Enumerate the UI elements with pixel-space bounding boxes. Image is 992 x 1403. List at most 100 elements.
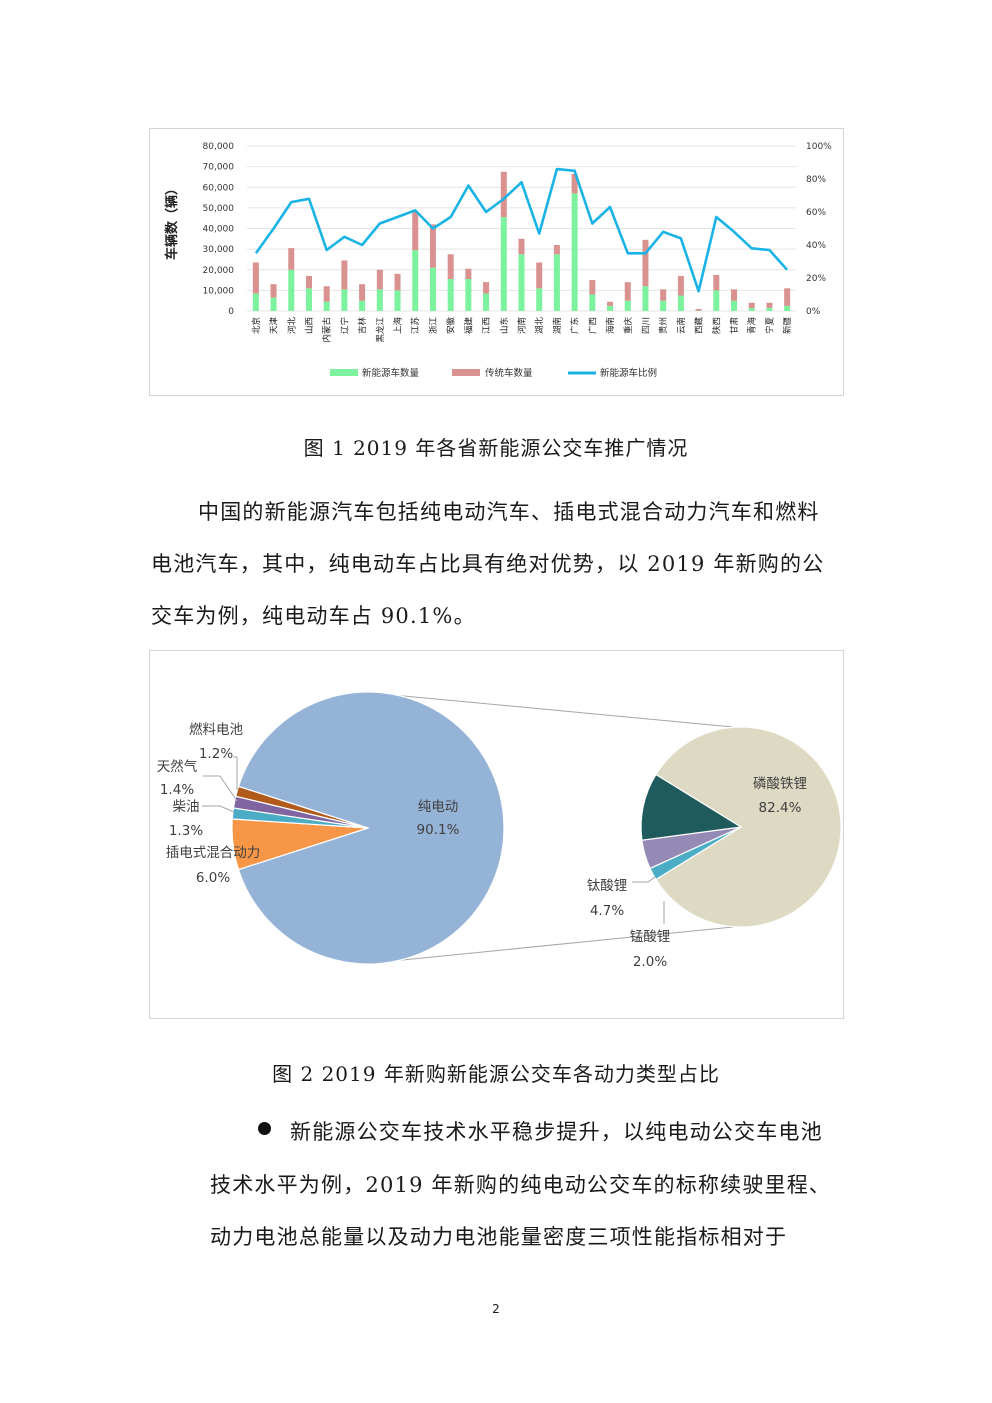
x-tick-label: 河南	[517, 317, 528, 334]
leader-fuel-cell	[233, 756, 238, 790]
left-tick-label: 40,000	[203, 225, 235, 235]
x-tick-label: 海南	[605, 317, 616, 334]
leader-diesel	[202, 805, 235, 813]
label-manganate: 锰酸锂	[630, 929, 671, 945]
bar-traditional	[429, 224, 436, 268]
bar-traditional	[624, 282, 631, 301]
bar-traditional	[483, 282, 490, 294]
right-tick-label: 40%	[806, 241, 826, 251]
bar-traditional	[766, 302, 773, 308]
bar-traditional	[447, 254, 454, 280]
x-tick-label: 甘肃	[729, 317, 740, 335]
bar-new-energy	[784, 305, 791, 311]
x-tick-label: 吉林	[357, 317, 368, 335]
left-tick-label: 20,000	[203, 266, 235, 276]
x-tick-label: 新疆	[782, 317, 793, 335]
value-fuel-cell: 1.2%	[199, 746, 233, 762]
bar-traditional	[394, 273, 401, 291]
bar-new-energy	[341, 289, 348, 311]
label-natural-gas: 天然气	[157, 758, 198, 775]
label-diesel: 柴油	[173, 799, 200, 815]
figure1-chart: 车辆数（辆） 0 10,000 20,000 30,000 40,000 50,000 60…	[149, 128, 844, 396]
pie-slice-lfp	[655, 726, 842, 928]
left-tick-label: 10,000	[203, 286, 235, 296]
legend: 新能源车数量 传统车数量 新能源车比例	[330, 367, 657, 379]
bar-traditional	[252, 262, 259, 294]
bar-traditional	[323, 286, 330, 302]
paragraph1-line3: 交车为例，纯电动车占 90.1%。	[151, 604, 476, 628]
label-bev: 纯电动	[418, 799, 459, 815]
label-lfp: 磷酸铁锂	[753, 776, 807, 792]
x-tick-label: 浙江	[428, 317, 439, 335]
bar-new-energy	[465, 279, 472, 311]
right-tick-label: 60%	[806, 208, 826, 218]
label-fuel-cell: 燃料电池	[189, 721, 243, 738]
bar-new-energy	[376, 289, 383, 311]
bar-traditional	[500, 171, 507, 218]
left-tick-label: 80,000	[203, 142, 235, 152]
bar-traditional	[677, 275, 684, 296]
x-tick-label: 江西	[482, 317, 492, 334]
bar-new-energy	[660, 300, 667, 311]
x-tick-label: 辽宁	[339, 317, 350, 334]
value-phev: 6.0%	[196, 870, 230, 886]
bar-traditional	[412, 212, 419, 251]
bar-new-energy	[412, 250, 419, 311]
pie-slice-bev	[237, 691, 505, 965]
right-tick-label: 0%	[806, 307, 821, 317]
bar-new-energy	[713, 290, 720, 311]
x-tick-label: 山东	[499, 317, 510, 334]
x-tick-label: 云南	[676, 317, 687, 334]
bar-traditional	[518, 238, 525, 255]
bar-new-energy	[766, 307, 773, 311]
figure2-caption: 图 2 2019 年新购新能源公交车各动力类型占比	[272, 1062, 720, 1086]
bar-traditional	[376, 269, 383, 290]
bar-new-energy	[624, 300, 631, 311]
bar-traditional	[713, 274, 720, 291]
bar-traditional	[784, 288, 791, 306]
legend-swatch-new	[330, 369, 358, 376]
x-tick-label: 重庆	[623, 317, 634, 335]
value-diesel: 1.3%	[169, 823, 203, 839]
value-natural-gas: 1.4%	[160, 782, 194, 798]
bar-traditional	[305, 275, 312, 289]
bar-new-energy	[642, 286, 649, 311]
pie-slice-fuel-cell	[235, 785, 369, 829]
x-tick-label: 内蒙古	[322, 317, 333, 343]
legend-label-new: 新能源车数量	[362, 367, 420, 379]
bar-traditional	[660, 289, 667, 301]
bullet-line1: 新能源公交车技术水平稳步提升，以纯电动公交车电池	[290, 1120, 823, 1144]
bar-traditional	[270, 284, 277, 298]
bar-new-energy	[323, 301, 330, 311]
left-tick-label: 0	[228, 307, 234, 317]
x-tick-label: 黑龙江	[375, 317, 386, 343]
x-tick-label: 湖北	[535, 317, 545, 335]
bar-traditional	[748, 302, 755, 308]
bar-traditional	[465, 268, 472, 280]
bar-new-energy	[748, 307, 755, 311]
legend-swatch-trad	[452, 369, 480, 376]
bar-new-energy	[677, 295, 684, 311]
figure2-chart: 纯电动 90.1% 燃料电池 1.2% 天然气 1.4% 柴油 1.3% 插电式…	[149, 650, 844, 1019]
bar-traditional	[571, 173, 578, 194]
bar-new-energy	[270, 297, 277, 311]
x-tick-label: 西藏	[694, 317, 705, 335]
bar-new-energy	[288, 269, 295, 311]
right-tick-label: 100%	[806, 142, 832, 152]
bullet-line2: 技术水平为例，2019 年新购的纯电动公交车的标称续驶里程、	[210, 1173, 832, 1197]
bar-new-energy	[571, 193, 578, 311]
pie-leader-lines	[202, 756, 665, 924]
bar-traditional	[536, 262, 543, 289]
power-type-pie-chart: 纯电动 90.1% 燃料电池 1.2% 天然气 1.4% 柴油 1.3% 插电式…	[157, 691, 842, 970]
bar-traditional	[642, 239, 649, 287]
bar-new-energy	[731, 300, 738, 311]
ratio-line	[254, 167, 789, 293]
figure1-caption: 图 1 2019 年各省新能源公交车推广情况	[303, 436, 689, 460]
province-bus-chart: 车辆数（辆） 0 10,000 20,000 30,000 40,000 50,000 60…	[164, 142, 832, 379]
bar-new-energy	[305, 288, 312, 311]
bar-new-energy	[483, 293, 490, 311]
bullet-icon	[258, 1122, 271, 1135]
left-tick-label: 30,000	[203, 245, 235, 255]
right-tick-label: 80%	[806, 175, 826, 185]
bar-new-energy	[518, 254, 525, 311]
